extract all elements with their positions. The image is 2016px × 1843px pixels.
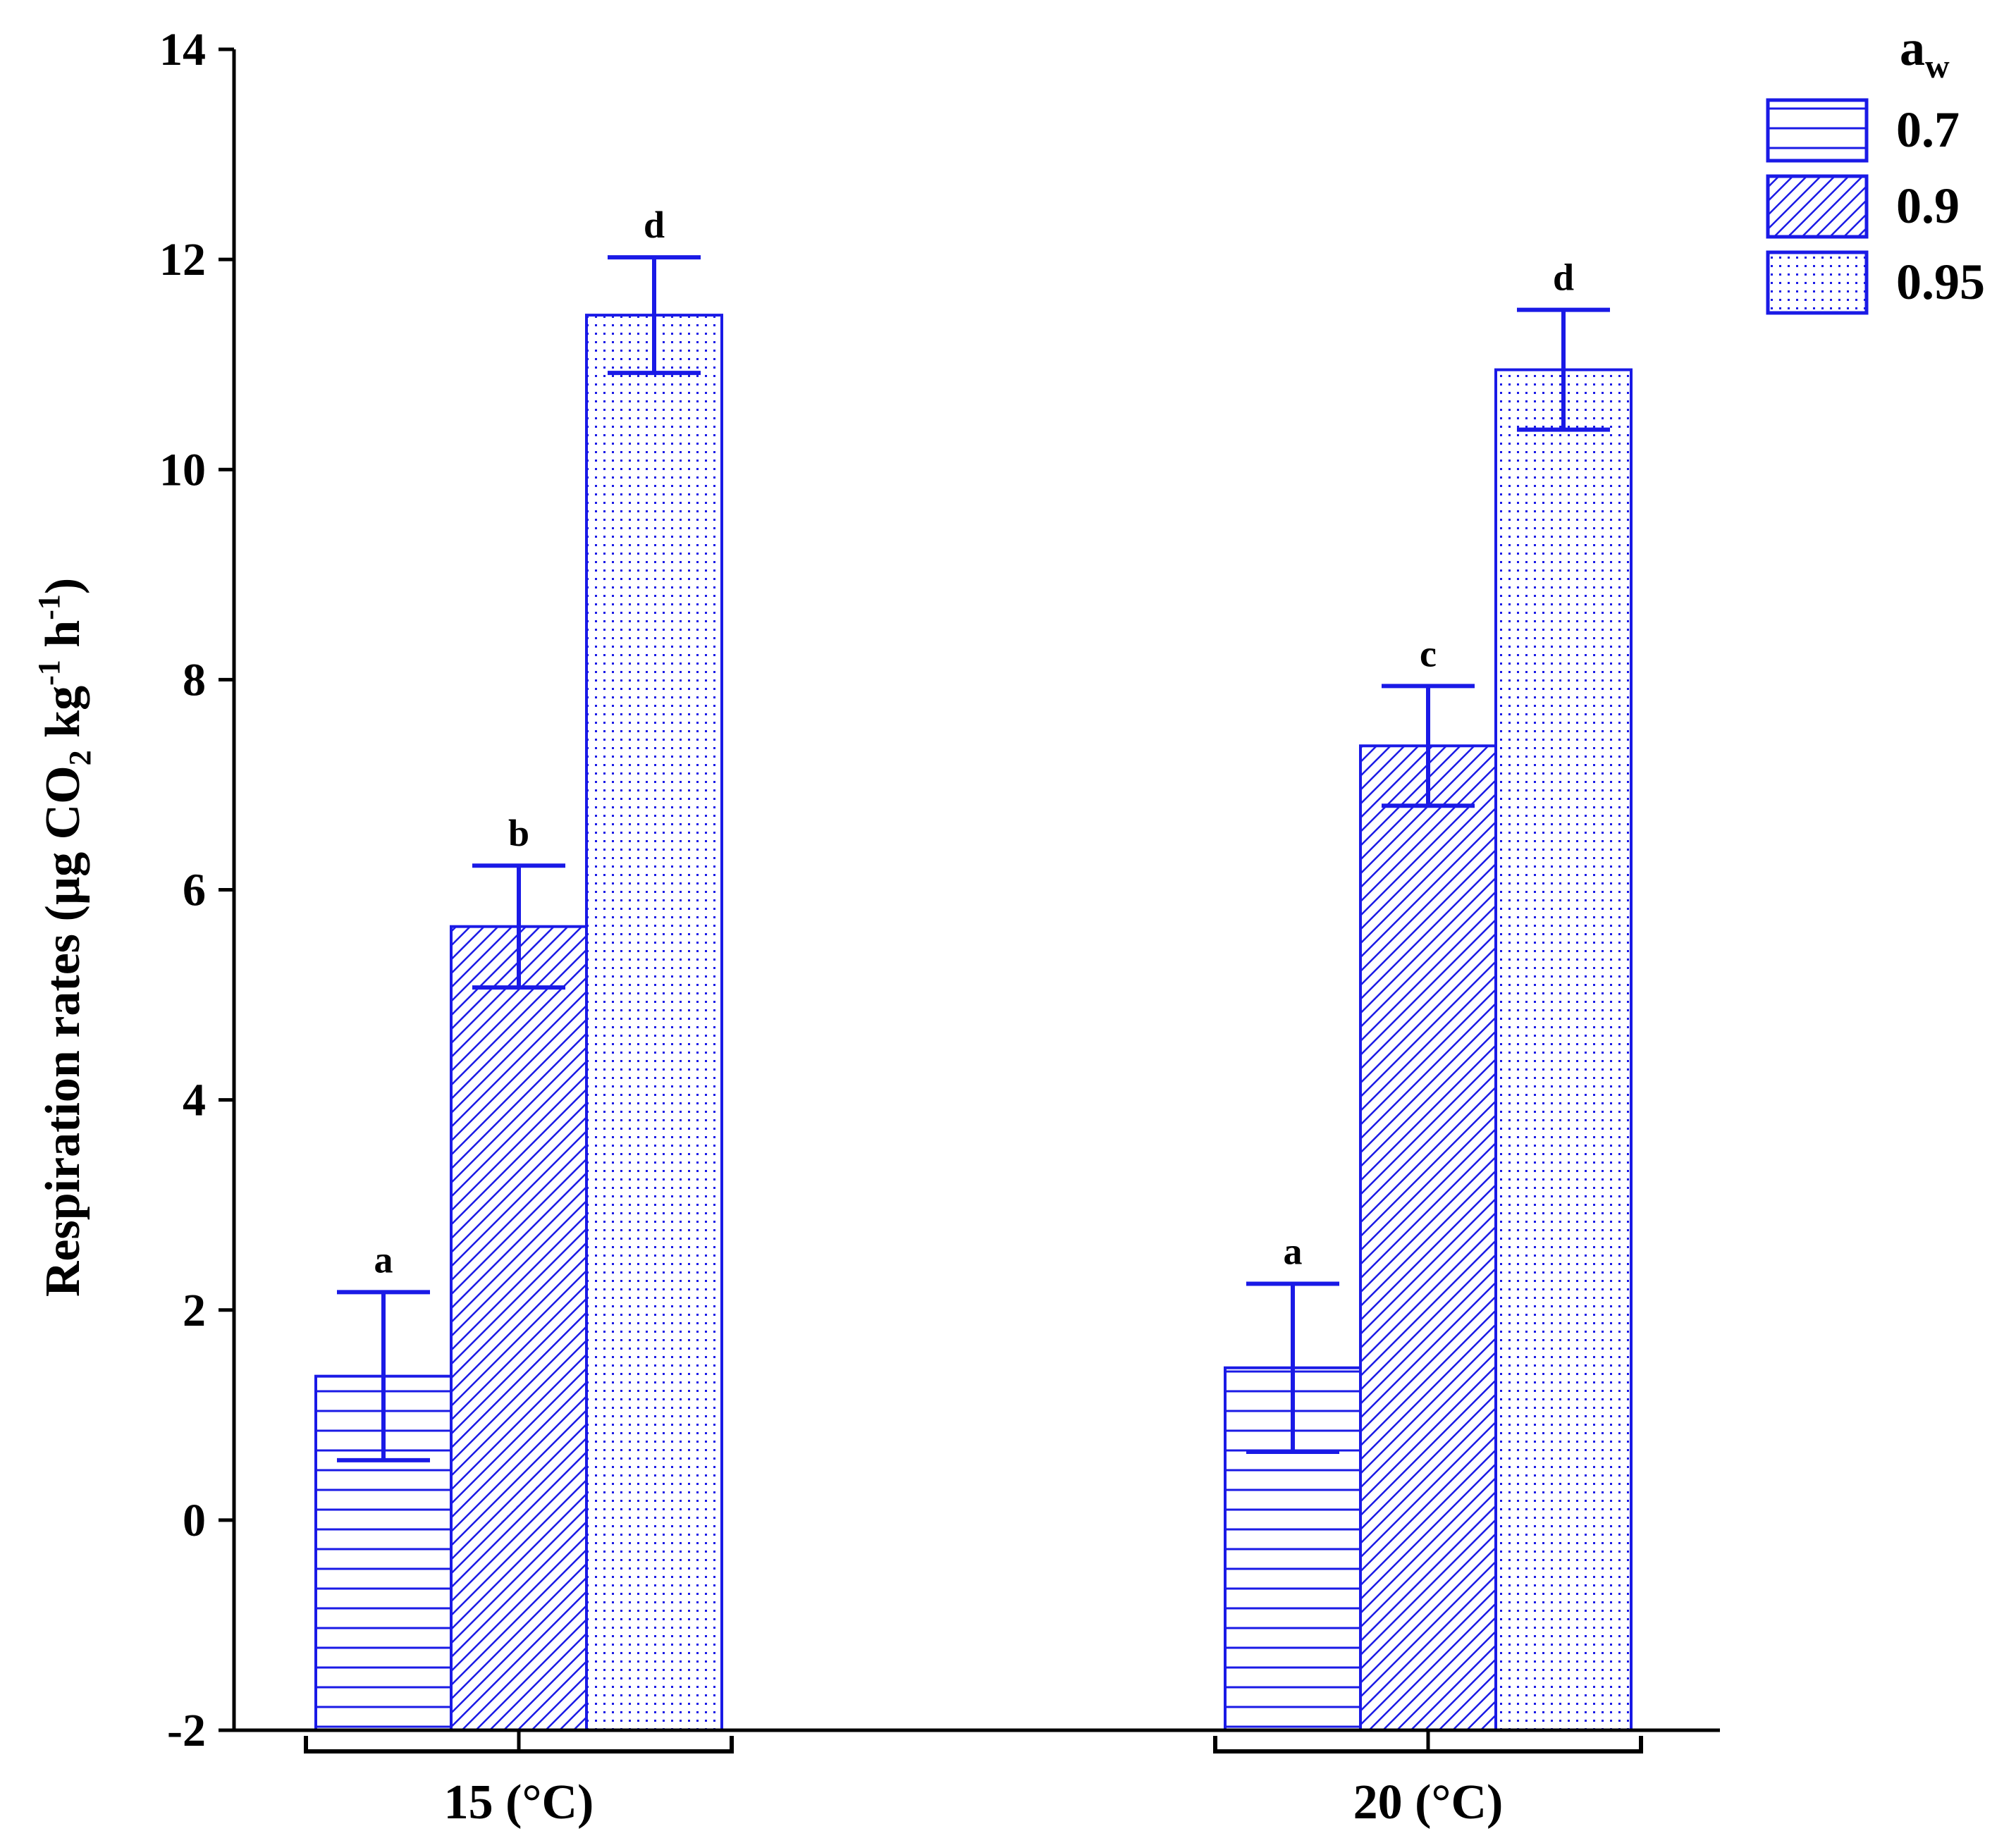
y-axis: -2 0 2 4 6 8 10 12 14: [159, 24, 236, 1756]
legend-title: aw: [1900, 20, 1950, 85]
y-tick-label: 2: [183, 1285, 206, 1336]
significance-letter: b: [508, 812, 529, 854]
bar-0.95-0: [585, 314, 723, 1732]
y-tick-label: 10: [159, 444, 206, 495]
y-tick-label: 8: [183, 654, 206, 705]
bars-layer: [314, 314, 1633, 1732]
ylabel-close: ): [36, 578, 90, 594]
y-tick-label: -2: [167, 1705, 206, 1756]
bar-0.9-0: [450, 925, 588, 1732]
y-tick-label: 14: [159, 24, 206, 75]
significance-letters-layer: a b d a c d: [374, 204, 1575, 1281]
ylabel-h: h: [36, 620, 90, 660]
y-tick-label: 0: [183, 1495, 206, 1546]
legend-title-main: a: [1900, 20, 1925, 76]
significance-letter: a: [374, 1238, 393, 1281]
legend-swatch-0.7: [1766, 98, 1869, 163]
legend-swatch-0.9: [1766, 174, 1869, 239]
y-axis-label: Respiration rates (µg CO2 kg-1 h-1): [32, 578, 97, 1297]
significance-letter: a: [1284, 1230, 1303, 1272]
x-axis: 15 (°C) 20 (°C): [234, 1728, 1720, 1830]
ylabel-sub-2: 2: [63, 750, 97, 765]
significance-letter: d: [1553, 257, 1574, 299]
legend-swatch-0.95: [1766, 250, 1869, 315]
legend: aw 0.7 0.9 0.95: [1766, 20, 1985, 315]
ylabel-sup-2: -1: [32, 594, 66, 620]
ylabel-sup-1: -1: [32, 660, 66, 686]
bar-0.9-1: [1359, 744, 1497, 1732]
bar-0.95-1: [1494, 368, 1633, 1732]
ylabel-main: Respiration rates (µg CO: [36, 765, 90, 1297]
category-label: 20 (°C): [1353, 1775, 1504, 1830]
legend-label-0.9: 0.9: [1896, 178, 1960, 234]
category-label: 15 (°C): [444, 1775, 594, 1830]
error-bars-layer: [337, 255, 1610, 1462]
legend-title-sub: w: [1925, 48, 1950, 85]
y-tick-label: 4: [183, 1075, 206, 1126]
y-tick-label: 6: [183, 865, 206, 916]
ylabel-kg: kg: [36, 686, 90, 750]
significance-letter: c: [1420, 632, 1437, 674]
legend-label-0.95: 0.95: [1896, 254, 1985, 310]
significance-letter: d: [644, 204, 665, 246]
y-tick-label: 12: [159, 234, 206, 285]
legend-label-0.7: 0.7: [1896, 101, 1960, 158]
